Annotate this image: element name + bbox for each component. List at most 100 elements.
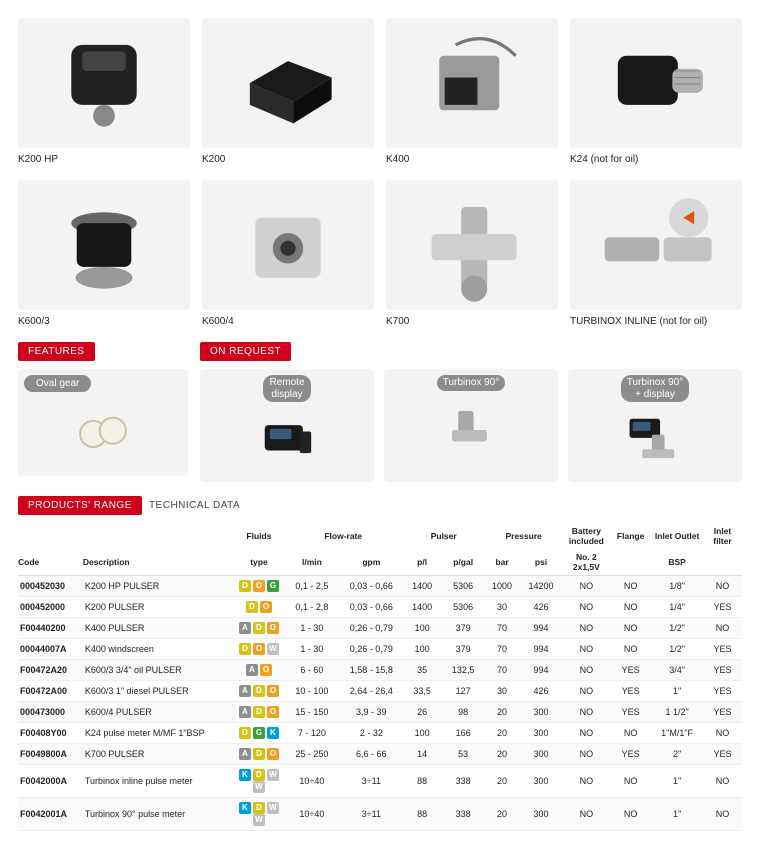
col-group: Inlet Outlet xyxy=(651,523,703,549)
fluid-badge: O xyxy=(253,643,265,655)
cell-psi: 994 xyxy=(519,639,562,660)
cell-flange: NO xyxy=(610,618,651,639)
onrequest-chip: Turbinox 90°+ display xyxy=(621,375,689,402)
cell-bar: 30 xyxy=(485,681,520,702)
onrequest-tile: Remotedisplay xyxy=(200,369,374,482)
cell-pgal: 132,5 xyxy=(442,660,485,681)
cell-io: 1" xyxy=(651,681,703,702)
cell-code: 000452030 xyxy=(18,576,83,597)
cell-code: 00044007A xyxy=(18,639,83,660)
table-row: F00440200K400 PULSERADO1 - 300,26 - 0,79… xyxy=(18,618,742,639)
fluid-badge: W xyxy=(253,814,265,826)
cell-bat: NO xyxy=(563,597,611,618)
cell-gpm: 3÷11 xyxy=(340,798,403,831)
col-sub: No. 2 2x1,5V xyxy=(563,549,611,576)
cell-filter: NO xyxy=(703,576,742,597)
fluid-badge: D xyxy=(253,706,265,718)
cell-filter: YES xyxy=(703,597,742,618)
onrequest-image xyxy=(206,406,368,476)
cell-lmin: 0,1 - 2,8 xyxy=(284,597,340,618)
cell-desc: K600/3 1" diesel PULSER xyxy=(83,681,234,702)
cell-code: F0042000A xyxy=(18,765,83,798)
col-group: Flow-rate xyxy=(284,523,403,549)
cell-bat: NO xyxy=(563,765,611,798)
cell-filter: NO xyxy=(703,618,742,639)
onrequest-grid: RemotedisplayTurbinox 90° Turbinox 90°+ d… xyxy=(200,369,742,482)
cell-pl: 100 xyxy=(403,618,442,639)
cell-gpm: 0,26 - 0,79 xyxy=(340,639,403,660)
cell-psi: 426 xyxy=(519,597,562,618)
fluid-badge: W xyxy=(267,643,279,655)
product-label: K200 xyxy=(202,154,374,168)
cell-flange: YES xyxy=(610,702,651,723)
fluid-badge: D xyxy=(253,622,265,634)
cell-lmin: 10÷40 xyxy=(284,798,340,831)
cell-desc: K200 PULSER xyxy=(83,597,234,618)
cell-psi: 300 xyxy=(519,702,562,723)
cell-bat: NO xyxy=(563,660,611,681)
cell-desc: K600/4 PULSER xyxy=(83,702,234,723)
fluid-badge: D xyxy=(253,769,265,781)
cell-fluids: ADO xyxy=(234,618,284,639)
col-sub: bar xyxy=(485,549,520,576)
cell-pl: 100 xyxy=(403,639,442,660)
onrequest-image xyxy=(574,406,736,476)
product-label: K400 xyxy=(386,154,558,168)
cell-bar: 20 xyxy=(485,723,520,744)
product-image xyxy=(570,180,742,310)
cell-io: 1" xyxy=(651,798,703,831)
cell-fluids: DOG xyxy=(234,576,284,597)
cell-pgal: 5306 xyxy=(442,597,485,618)
cell-lmin: 25 - 250 xyxy=(284,744,340,765)
col-group: Pulser xyxy=(403,523,485,549)
cell-gpm: 0,03 - 0,66 xyxy=(340,597,403,618)
cell-gpm: 6,6 - 66 xyxy=(340,744,403,765)
cell-bat: NO xyxy=(563,618,611,639)
cell-flange: YES xyxy=(610,681,651,702)
col-sub xyxy=(703,549,742,576)
product-tile: K200 xyxy=(202,18,374,168)
cell-psi: 300 xyxy=(519,798,562,831)
fluid-badge: D xyxy=(239,580,251,592)
product-image xyxy=(202,180,374,310)
cell-lmin: 15 - 150 xyxy=(284,702,340,723)
fluid-badge: W xyxy=(267,802,279,814)
fluid-badge: D xyxy=(253,802,265,814)
product-label: K24 (not for oil) xyxy=(570,154,742,168)
cell-bar: 70 xyxy=(485,660,520,681)
col-sub: p/l xyxy=(403,549,442,576)
cell-io: 1/8" xyxy=(651,576,703,597)
cell-psi: 300 xyxy=(519,723,562,744)
fluid-badge: G xyxy=(253,727,265,739)
cell-bat: NO xyxy=(563,639,611,660)
fluid-badge: D xyxy=(253,685,265,697)
col-sub: BSP xyxy=(651,549,703,576)
cell-fluids: DGK xyxy=(234,723,284,744)
cell-psi: 14200 xyxy=(519,576,562,597)
col-group: Battery included xyxy=(563,523,611,549)
col-sub: type xyxy=(234,549,284,576)
fluid-badge: W xyxy=(267,769,279,781)
cell-gpm: 2,64 - 26,4 xyxy=(340,681,403,702)
col-sub: p/gal xyxy=(442,549,485,576)
cell-pl: 88 xyxy=(403,798,442,831)
product-tile: K600/4 xyxy=(202,180,374,330)
cell-fluids: ADO xyxy=(234,744,284,765)
cell-fluids: DO xyxy=(234,597,284,618)
cell-pl: 1400 xyxy=(403,576,442,597)
fluid-badge: D xyxy=(246,601,258,613)
cell-filter: YES xyxy=(703,744,742,765)
cell-bar: 70 xyxy=(485,639,520,660)
features-badge: FEATURES xyxy=(18,342,95,361)
product-image xyxy=(570,18,742,148)
cell-desc: K400 windscreen xyxy=(83,639,234,660)
onrequest-tile: Turbinox 90° xyxy=(384,369,558,482)
table-row: F0042001ATurbinox 90° pulse meterKDWW10÷… xyxy=(18,798,742,831)
cell-filter: YES xyxy=(703,702,742,723)
cell-flange: NO xyxy=(610,576,651,597)
cell-bar: 70 xyxy=(485,618,520,639)
cell-flange: NO xyxy=(610,798,651,831)
cell-pl: 26 xyxy=(403,702,442,723)
table-row: 000473000K600/4 PULSERADO15 - 1503,9 - 3… xyxy=(18,702,742,723)
product-tile: K400 xyxy=(386,18,558,168)
